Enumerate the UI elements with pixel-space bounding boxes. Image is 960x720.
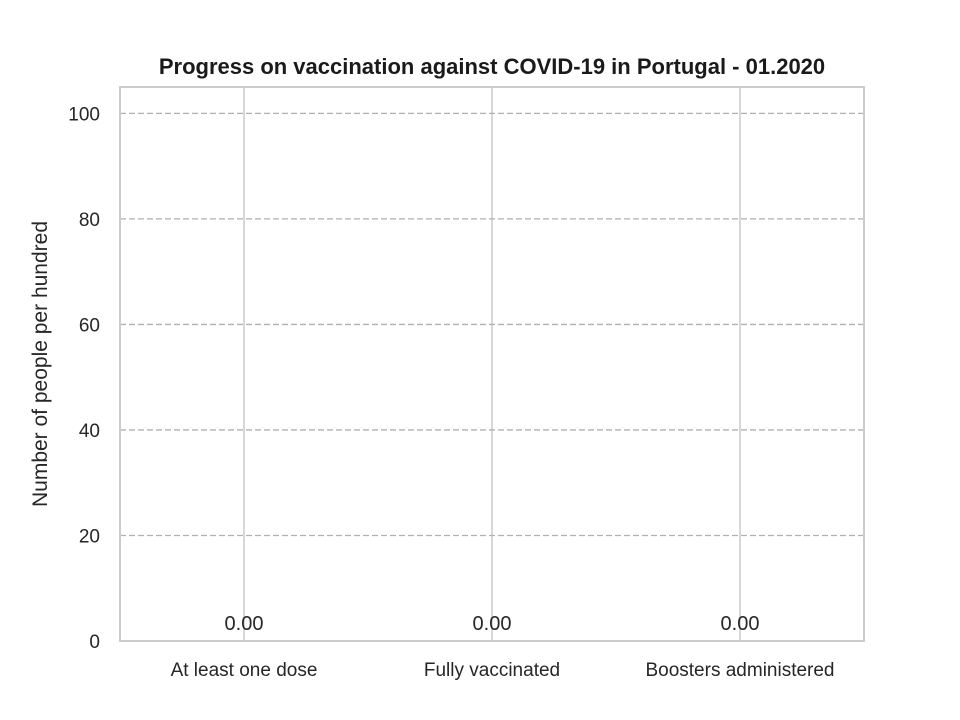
x-tick-label: Fully vaccinated <box>424 660 560 681</box>
y-tick-label: 0 <box>89 632 100 653</box>
y-tick-label: 80 <box>79 210 100 231</box>
x-tick-label: Boosters administered <box>645 660 834 681</box>
plot-frame <box>119 86 865 642</box>
y-tick-label: 40 <box>79 421 100 442</box>
grid-lines <box>120 87 864 641</box>
y-tick-label: 60 <box>79 315 100 336</box>
data-label: 0.00 <box>225 613 264 635</box>
y-tick-label: 100 <box>68 104 100 125</box>
x-tick-label: At least one dose <box>171 660 318 681</box>
x-axis-ticks: At least one dose Fully vaccinated Booster… <box>171 660 835 681</box>
y-tick-label: 20 <box>79 526 100 547</box>
data-labels: 0.00 0.00 0.00 <box>225 613 760 635</box>
chart-title: Progress on vaccination against COVID-19… <box>159 54 825 79</box>
data-label: 0.00 <box>473 613 512 635</box>
y-axis-ticks: 0 20 40 60 80 100 <box>68 104 100 653</box>
y-axis-label: Number of people per hundred <box>29 221 52 507</box>
data-label: 0.00 <box>721 613 760 635</box>
